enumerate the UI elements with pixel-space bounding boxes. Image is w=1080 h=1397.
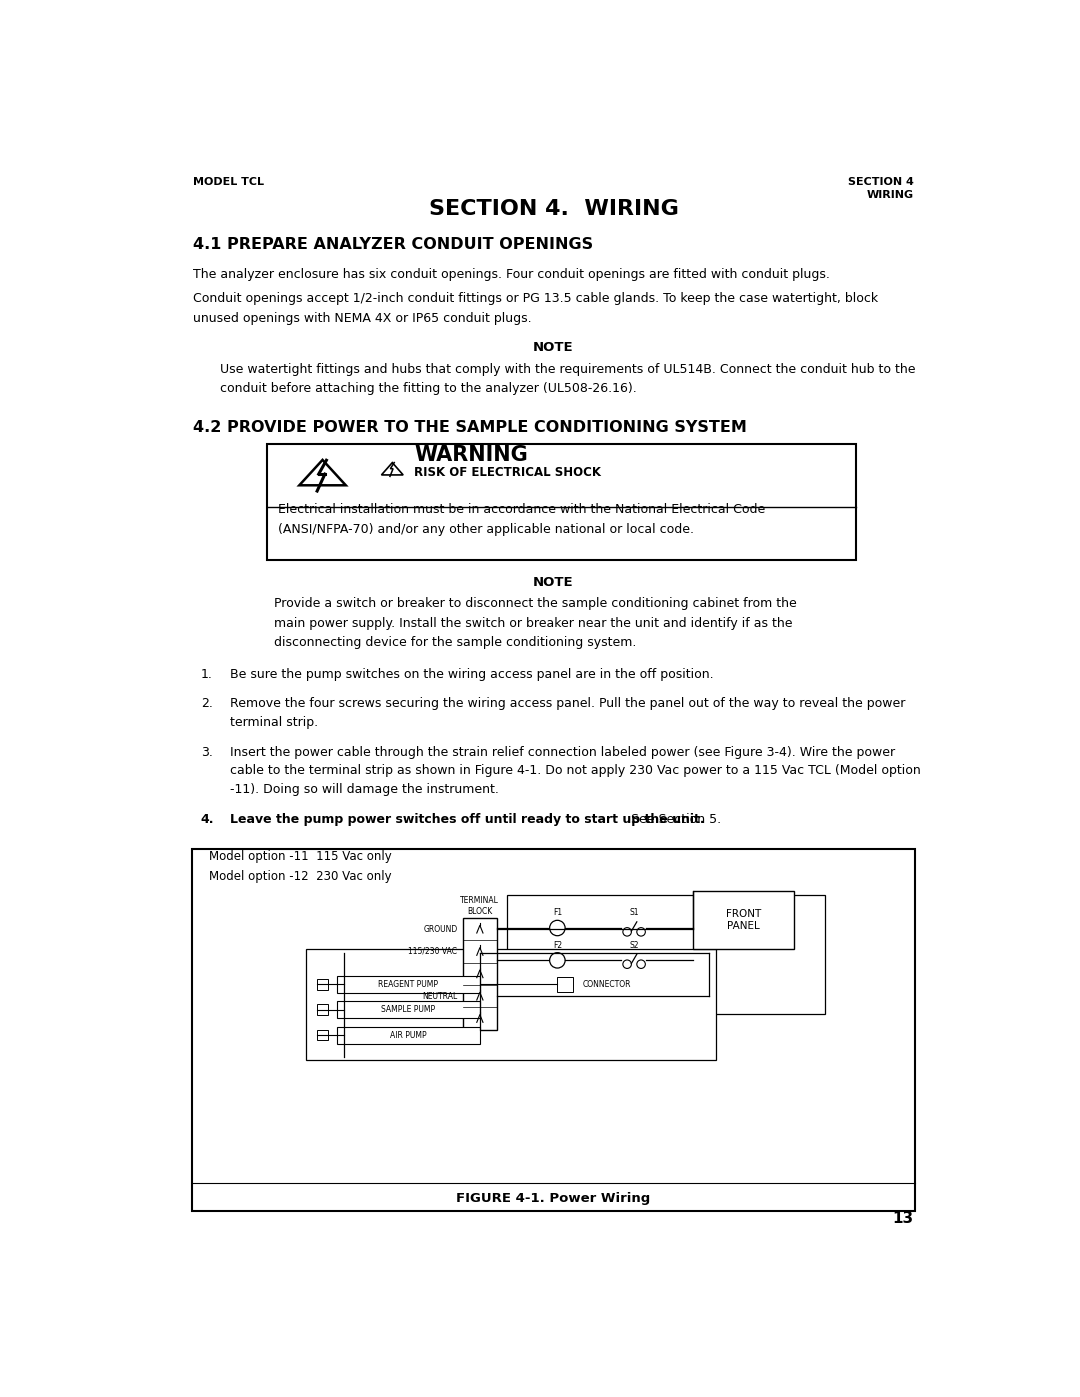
- Bar: [306, 949, 716, 1060]
- Text: REAGENT PUMP: REAGENT PUMP: [378, 979, 438, 989]
- Text: main power supply. Install the switch or breaker near the unit and identify if a: main power supply. Install the switch or…: [274, 616, 793, 630]
- Text: See Section 5.: See Section 5.: [627, 813, 721, 826]
- Bar: [693, 891, 794, 949]
- Text: 1.: 1.: [201, 668, 213, 682]
- Bar: [337, 1002, 480, 1018]
- Text: Use watertight fittings and hubs that comply with the requirements of UL514B. Co: Use watertight fittings and hubs that co…: [220, 363, 916, 376]
- Text: Model option -12  230 Vac only: Model option -12 230 Vac only: [208, 869, 391, 883]
- Text: F2: F2: [553, 940, 562, 950]
- Text: SAMPLE PUMP: SAMPLE PUMP: [381, 1004, 435, 1014]
- Text: SECTION 4.  WIRING: SECTION 4. WIRING: [429, 200, 678, 219]
- Text: (ANSI/NFPA-70) and/or any other applicable national or local code.: (ANSI/NFPA-70) and/or any other applicab…: [278, 524, 693, 536]
- Text: disconnecting device for the sample conditioning system.: disconnecting device for the sample cond…: [274, 636, 637, 648]
- Text: GROUND: GROUND: [423, 925, 458, 933]
- Text: SECTION 4: SECTION 4: [848, 177, 914, 187]
- Text: 3.: 3.: [201, 746, 213, 759]
- Text: -11). Doing so will damage the instrument.: -11). Doing so will damage the instrumen…: [230, 784, 499, 796]
- Bar: [337, 1027, 480, 1044]
- Text: NOTE: NOTE: [534, 576, 573, 588]
- Bar: [318, 1004, 328, 1016]
- Text: 13: 13: [893, 1211, 914, 1227]
- Text: 4.1 PREPARE ANALYZER CONDUIT OPENINGS: 4.1 PREPARE ANALYZER CONDUIT OPENINGS: [193, 236, 593, 251]
- Text: Provide a switch or breaker to disconnect the sample conditioning cabinet from t: Provide a switch or breaker to disconnec…: [274, 598, 797, 610]
- Text: AIR PUMP: AIR PUMP: [390, 1031, 427, 1039]
- Bar: [337, 975, 480, 993]
- Text: NEUTRAL: NEUTRAL: [422, 992, 458, 1000]
- Text: 4.: 4.: [201, 813, 214, 826]
- Bar: [557, 977, 572, 992]
- Text: F1: F1: [553, 908, 562, 918]
- Bar: [267, 444, 855, 560]
- Text: CONNECTOR: CONNECTOR: [582, 979, 631, 989]
- Polygon shape: [381, 462, 403, 475]
- Text: S2: S2: [630, 940, 639, 950]
- Text: RISK OF ELECTRICAL SHOCK: RISK OF ELECTRICAL SHOCK: [414, 465, 600, 479]
- Text: 115/230 VAC: 115/230 VAC: [408, 947, 458, 956]
- Text: FRONT
PANEL: FRONT PANEL: [726, 909, 761, 930]
- Bar: [318, 979, 328, 989]
- Bar: [318, 1030, 328, 1041]
- Bar: [191, 849, 916, 1211]
- Text: Model option -11  115 Vac only: Model option -11 115 Vac only: [208, 849, 391, 862]
- Text: unused openings with NEMA 4X or IP65 conduit plugs.: unused openings with NEMA 4X or IP65 con…: [193, 312, 531, 324]
- Text: TERMINAL
BLOCK: TERMINAL BLOCK: [460, 897, 499, 915]
- Bar: [507, 895, 825, 1014]
- Text: NOTE: NOTE: [534, 341, 573, 353]
- Polygon shape: [299, 460, 346, 485]
- Text: WARNING: WARNING: [414, 444, 528, 465]
- Text: The analyzer enclosure has six conduit openings. Four conduit openings are fitte: The analyzer enclosure has six conduit o…: [193, 268, 831, 281]
- Bar: [463, 918, 497, 1030]
- Text: Conduit openings accept 1/2-inch conduit fittings or PG 13.5 cable glands. To ke: Conduit openings accept 1/2-inch conduit…: [193, 292, 878, 306]
- Text: Be sure the pump switches on the wiring access panel are in the off position.: Be sure the pump switches on the wiring …: [230, 668, 714, 682]
- Text: Electrical installation must be in accordance with the National Electrical Code: Electrical installation must be in accor…: [278, 503, 765, 517]
- Text: FIGURE 4-1. Power Wiring: FIGURE 4-1. Power Wiring: [457, 1192, 650, 1204]
- Text: Remove the four screws securing the wiring access panel. Pull the panel out of t: Remove the four screws securing the wiri…: [230, 697, 906, 711]
- Text: Insert the power cable through the strain relief connection labeled power (see F: Insert the power cable through the strai…: [230, 746, 895, 759]
- Text: conduit before attaching the fitting to the analyzer (UL508-26.16).: conduit before attaching the fitting to …: [220, 381, 637, 395]
- Text: Leave the pump power switches off until ready to start up the unit.: Leave the pump power switches off until …: [230, 813, 705, 826]
- Text: 2.: 2.: [201, 697, 213, 711]
- Text: MODEL TCL: MODEL TCL: [193, 177, 265, 187]
- Text: 4.2 PROVIDE POWER TO THE SAMPLE CONDITIONING SYSTEM: 4.2 PROVIDE POWER TO THE SAMPLE CONDITIO…: [193, 420, 747, 434]
- Text: WIRING: WIRING: [867, 190, 914, 200]
- Text: S1: S1: [630, 908, 639, 918]
- Text: cable to the terminal strip as shown in Figure 4-1. Do not apply 230 Vac power t: cable to the terminal strip as shown in …: [230, 764, 921, 778]
- Text: terminal strip.: terminal strip.: [230, 717, 319, 729]
